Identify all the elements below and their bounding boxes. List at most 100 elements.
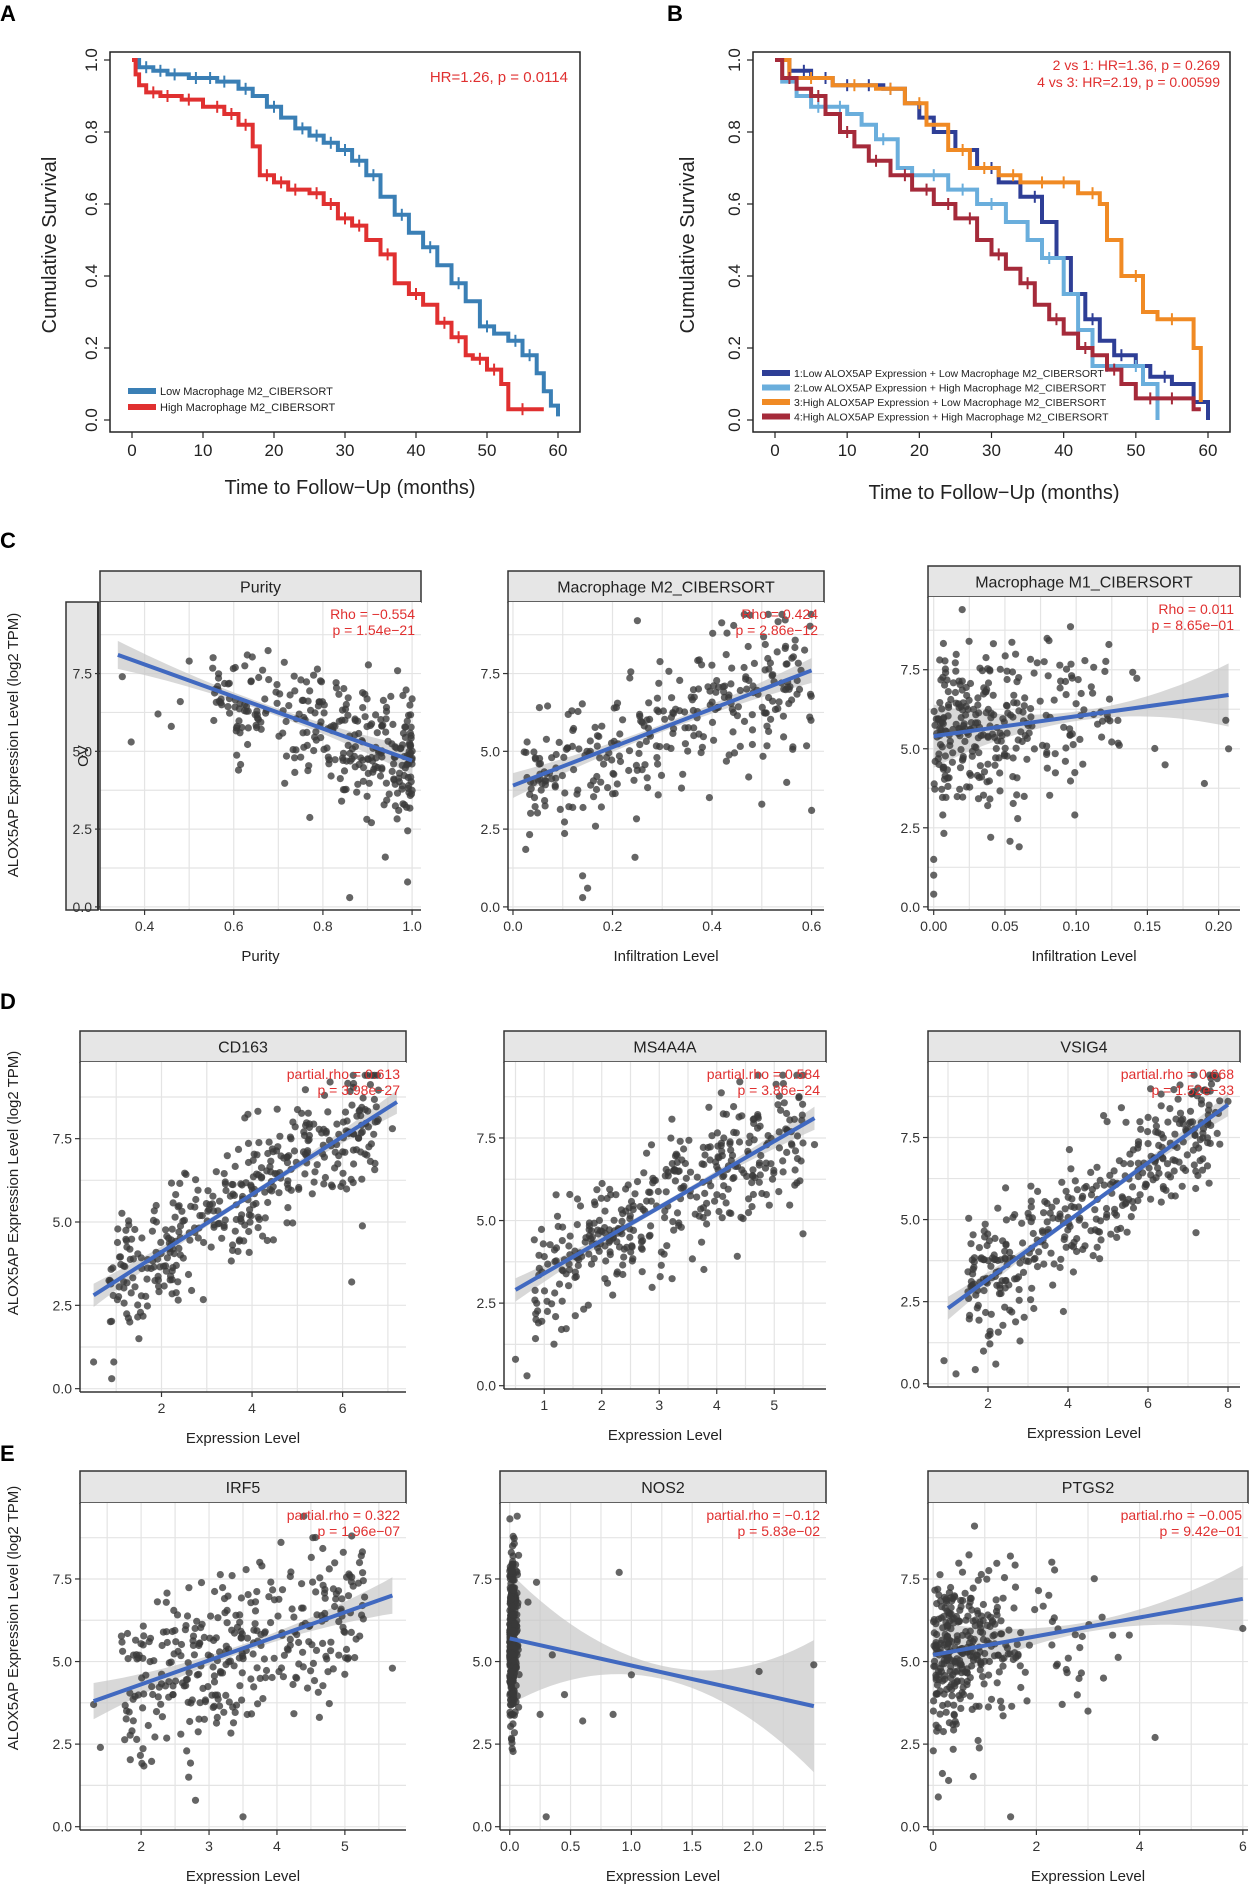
- scatter-point: [311, 733, 319, 741]
- scatter-point: [1081, 1184, 1089, 1192]
- scatter-point: [993, 1559, 1001, 1567]
- scatter-point: [1031, 1606, 1039, 1614]
- scatter-point: [974, 694, 982, 702]
- scatter-point: [667, 713, 676, 721]
- scatter-point: [720, 1134, 728, 1142]
- scatter-point: [939, 811, 947, 819]
- scatter-point: [550, 1246, 559, 1254]
- scatter-point: [406, 701, 414, 709]
- scatter-point: [1179, 1164, 1187, 1172]
- x-tick-label: 0.6: [802, 918, 822, 934]
- scatter-point: [308, 1641, 316, 1649]
- scatter-point: [966, 1627, 974, 1635]
- scatter-point: [220, 1170, 228, 1178]
- scatter-point: [1056, 1263, 1064, 1272]
- scatter-point: [596, 754, 604, 762]
- scatter-point: [327, 772, 335, 780]
- scatter-point: [718, 1214, 726, 1222]
- scatter-point: [1003, 729, 1011, 737]
- panel-label-d: D: [0, 989, 16, 1014]
- scatter-point: [1194, 1084, 1202, 1092]
- scatter-point: [978, 667, 987, 675]
- scatter-point: [1044, 672, 1052, 680]
- scatter-point: [257, 1164, 266, 1172]
- scatter-point: [210, 716, 218, 725]
- scatter-point: [232, 1701, 241, 1709]
- scatter-point: [566, 1190, 574, 1199]
- y-tick-label: 0.0: [473, 1819, 493, 1835]
- scatter-point: [693, 1173, 701, 1181]
- scatter-point: [950, 1657, 959, 1665]
- scatter-point: [783, 1148, 791, 1156]
- scatter-point: [701, 1151, 709, 1159]
- scatter-point: [348, 1101, 356, 1109]
- scatter-point: [693, 1193, 701, 1201]
- scatter-point: [1026, 655, 1035, 663]
- scatter-point: [155, 1282, 163, 1290]
- scatter-point: [176, 1251, 184, 1259]
- scatter-point: [300, 1512, 308, 1520]
- scatter-point: [1014, 736, 1022, 744]
- scatter-point: [535, 1251, 543, 1259]
- scatter-point: [807, 716, 815, 724]
- panel-label-e: E: [0, 1441, 15, 1466]
- scatter-point: [985, 1237, 994, 1245]
- scatter-point: [1036, 697, 1044, 705]
- scatter-point: [541, 797, 549, 805]
- scatter-point: [331, 1164, 339, 1172]
- scatter-point: [407, 773, 415, 781]
- scatter-point: [124, 1655, 132, 1663]
- scatter-point: [561, 829, 569, 838]
- y-tick-label: 2.5: [481, 821, 501, 837]
- scatter-point: [160, 1282, 168, 1290]
- scatter-point: [293, 1674, 301, 1682]
- x-tick-label: 4: [713, 1397, 721, 1413]
- scatter-point: [969, 1656, 978, 1664]
- km-legend-label-3: 3:High ALOX5AP Expression + Low Macropha…: [794, 397, 1107, 409]
- scatter-point: [223, 1619, 231, 1627]
- scatter-point: [407, 711, 415, 719]
- scatter-point: [388, 1125, 396, 1133]
- scatter-point: [268, 1673, 276, 1682]
- scatter-point: [649, 1174, 657, 1182]
- scatter-point: [1056, 684, 1064, 692]
- scatter-point: [211, 1587, 219, 1596]
- scatter-point: [937, 725, 945, 733]
- strip-title: Purity: [240, 580, 281, 597]
- scatter-point: [657, 1261, 665, 1269]
- scatter-point: [1027, 1182, 1035, 1190]
- scatter-point: [933, 1642, 942, 1650]
- scatter-point: [1105, 640, 1113, 649]
- scatter-point: [1009, 799, 1017, 808]
- scatter-point: [237, 1180, 245, 1188]
- scatter-point: [647, 1222, 655, 1230]
- scatter-point: [1002, 1216, 1011, 1224]
- scatter-point: [568, 742, 577, 751]
- scatter-point: [1079, 1245, 1087, 1253]
- scatter-point: [120, 1299, 128, 1307]
- scatter-point: [1050, 1614, 1058, 1622]
- scatter-point: [984, 802, 992, 810]
- scatter-point: [745, 773, 753, 781]
- scatter-point: [287, 1135, 295, 1143]
- scatter-point: [626, 1215, 634, 1223]
- scatter-point: [344, 1592, 353, 1600]
- scatter-point: [359, 1094, 367, 1102]
- scatter-point: [209, 654, 217, 662]
- scatter-point: [236, 1618, 244, 1626]
- scatter-point: [137, 1640, 145, 1648]
- scatter-point: [711, 1197, 719, 1205]
- scatter-point: [304, 697, 312, 705]
- scatter-point: [350, 1160, 358, 1168]
- x-axis-label: Infiltration Level: [613, 948, 718, 965]
- scatter-point: [951, 688, 960, 697]
- scatter-point: [1127, 1213, 1135, 1221]
- scatter-point: [341, 1108, 350, 1116]
- scatter-point: [320, 1180, 328, 1188]
- scatter-point: [192, 1176, 200, 1184]
- scatter-point: [153, 1598, 161, 1606]
- km-plot-frame: [109, 51, 581, 433]
- scatter-point: [640, 722, 648, 730]
- scatter-point: [736, 686, 744, 695]
- scatter-point: [1027, 1203, 1035, 1211]
